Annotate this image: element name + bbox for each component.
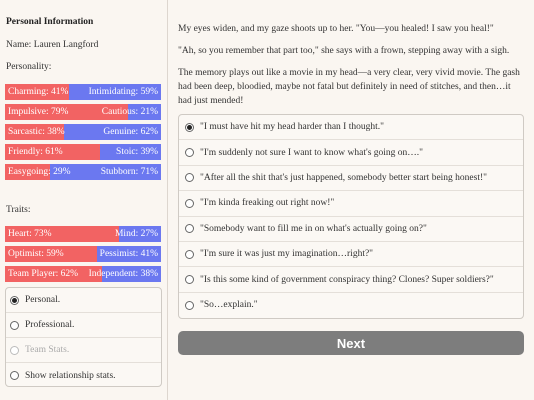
bar-left-label: Optimist: 59% [8, 249, 64, 259]
bar-right-label: Intimidating: 59% [88, 87, 158, 97]
choice-label: "Somebody want to fill me in on what's a… [200, 223, 427, 234]
radio-icon[interactable] [185, 173, 194, 183]
stat-option-personal[interactable]: Personal. [6, 288, 161, 313]
bar-fill [5, 144, 101, 160]
section-title: Personal Information [6, 17, 94, 27]
choice-list: "I must have hit my head harder than I t… [178, 114, 524, 320]
bar-fill [5, 164, 51, 180]
choice-option[interactable]: "So…explain." [179, 293, 523, 318]
bar-fill [5, 266, 102, 282]
bar-right-label: Mind: 27% [114, 229, 158, 239]
personality-label: Personality: [6, 62, 52, 72]
bar-fill [5, 124, 65, 140]
stat-bar-easygoing: Easygoing: 29% Stubborn: 71% [5, 164, 161, 180]
bar-left-label: Charming: 41% [8, 87, 69, 97]
bar-right-label: Pessimist: 41% [99, 249, 158, 259]
stat-bar-optimist: Optimist: 59% Pessimist: 41% [5, 246, 161, 262]
traits-label: Traits: [6, 205, 31, 215]
stat-option-label: Professional. [25, 320, 75, 330]
stats-sidebar: Personal Information Name: Lauren Langfo… [0, 0, 168, 400]
radio-icon[interactable] [185, 249, 194, 259]
radio-checked-icon[interactable] [185, 122, 194, 132]
stat-bar-charming: Charming: 41% Intimidating: 59% [5, 84, 161, 100]
choice-label: "So…explain." [200, 300, 258, 311]
bar-right-label: Stubborn: 71% [100, 167, 158, 177]
choice-option[interactable]: "I'm suddenly not sure I want to know wh… [179, 140, 523, 166]
choice-option[interactable]: "I'm sure it was just my imagination…rig… [179, 242, 523, 268]
choice-option[interactable]: "I must have hit my head harder than I t… [179, 115, 523, 141]
radio-checked-icon[interactable] [10, 295, 19, 305]
radio-icon[interactable] [185, 198, 194, 208]
radio-icon[interactable] [185, 300, 194, 310]
stat-bar-sarcastic: Sarcastic: 38% Genuine: 62% [5, 124, 161, 140]
radio-icon[interactable] [10, 320, 19, 330]
stat-option-relationships[interactable]: Show relationship stats. [6, 363, 161, 388]
choice-option[interactable]: "Is this some kind of government conspir… [179, 267, 523, 293]
bar-right-label: Genuine: 62% [103, 127, 158, 137]
bar-left-label: Easygoing: 29% [8, 167, 71, 177]
radio-icon[interactable] [185, 224, 194, 234]
bar-left-label: Sarcastic: 38% [8, 127, 65, 137]
stat-bar-heart: Heart: 73% Mind: 27% [5, 226, 161, 242]
radio-disabled-icon [10, 345, 19, 355]
stat-option-team-stats: Team Stats. [6, 338, 161, 363]
choice-option[interactable]: "I'm kinda freaking out right now!" [179, 191, 523, 217]
choice-option[interactable]: "Somebody want to fill me in on what's a… [179, 217, 523, 242]
choice-label: "I'm sure it was just my imagination…rig… [200, 249, 374, 260]
bar-fill [5, 104, 129, 120]
radio-icon[interactable] [185, 275, 194, 285]
radio-icon[interactable] [10, 371, 19, 380]
stat-bar-impulsive: Impulsive: 79% Cautious: 21% [5, 104, 161, 120]
story-paragraph: The memory plays out like a movie in my … [178, 68, 520, 106]
bar-left-label: Team Player: 62% [8, 269, 79, 279]
next-button[interactable]: Next [178, 331, 524, 355]
bar-right-label: Independent: 38% [88, 269, 158, 279]
stat-option-label: Show relationship stats. [25, 370, 116, 381]
choice-option[interactable]: "After all the shit that's just happened… [179, 166, 523, 192]
radio-icon[interactable] [185, 148, 194, 158]
stat-bar-team-player: Team Player: 62% Independent: 38% [5, 266, 161, 282]
bar-fill [5, 84, 69, 100]
choice-label: "I must have hit my head harder than I t… [200, 122, 384, 133]
personality-bars: Charming: 41% Intimidating: 59% Impulsiv… [5, 84, 161, 184]
stat-option-professional[interactable]: Professional. [6, 313, 161, 338]
bar-right-label: Cautious: 21% [101, 107, 158, 117]
character-name: Name: Lauren Langford [6, 40, 99, 50]
choice-label: "I'm kinda freaking out right now!" [200, 198, 335, 209]
bar-fill [5, 246, 98, 262]
choice-label: "Is this some kind of government conspir… [200, 274, 494, 285]
traits-bars: Heart: 73% Mind: 27% Optimist: 59% Pessi… [5, 226, 161, 286]
stats-view-options: Personal. Professional. Team Stats. Show… [5, 287, 162, 387]
stat-option-label: Team Stats. [25, 345, 70, 355]
choice-label: "I'm suddenly not sure I want to know wh… [200, 147, 424, 158]
bar-left-label: Impulsive: 79% [8, 107, 69, 117]
story-paragraph: "Ah, so you remember that part too," she… [178, 46, 510, 56]
bar-left-label: Heart: 73% [8, 229, 52, 239]
choice-label: "After all the shit that's just happened… [200, 172, 488, 183]
story-paragraph: My eyes widen, and my gaze shoots up to … [178, 24, 494, 34]
bar-fill [5, 226, 119, 242]
stat-option-label: Personal. [25, 295, 61, 305]
bar-right-label: Stoic: 39% [116, 147, 158, 157]
bar-left-label: Friendly: 61% [8, 147, 63, 157]
stat-bar-friendly: Friendly: 61% Stoic: 39% [5, 144, 161, 160]
